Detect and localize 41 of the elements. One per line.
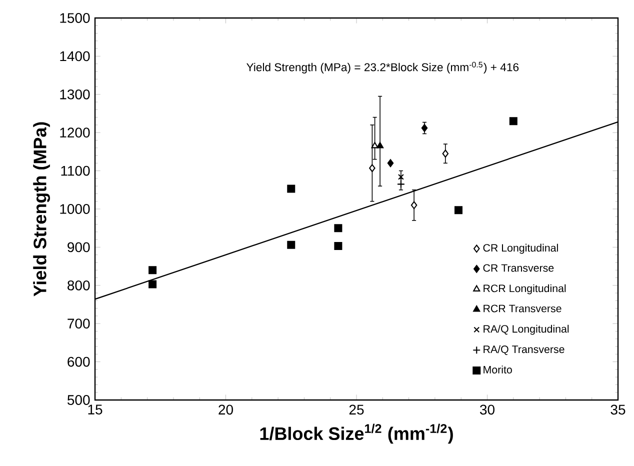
point <box>421 124 428 132</box>
point <box>287 184 296 193</box>
point <box>442 150 449 158</box>
x-tick-label: 20 <box>218 404 233 415</box>
x-tick-label: 15 <box>88 404 102 414</box>
x-tick-label: 30 <box>480 404 494 415</box>
y-tick-label: 1500 <box>60 13 90 23</box>
y-tick-label: 800 <box>68 280 90 290</box>
legend-label: RA/Q Transverse <box>484 345 564 355</box>
legend-label: CR Longitudinal <box>483 244 558 254</box>
point <box>148 280 157 288</box>
point <box>287 240 296 249</box>
y-tick-label: 600 <box>68 356 90 367</box>
legend-label: Morito <box>484 366 512 374</box>
point <box>371 142 378 148</box>
x-tick-label: 35 <box>610 404 626 415</box>
legend-label: CR Transverse <box>483 264 554 272</box>
annotation: Yield Strength (MPa) = 23.2*Block Size (mm$^{-0.5}$) + 416 <box>246 62 519 74</box>
y-tick-label: 700 <box>68 318 90 329</box>
legend-label: RA/Q Longitudinal <box>484 324 569 335</box>
y-tick-label: 1200 <box>60 128 90 138</box>
y-tick-label: 1100 <box>61 166 90 176</box>
point <box>148 266 157 274</box>
y-tick-label: 1400 <box>60 51 90 62</box>
y-tick-label: 900 <box>68 242 90 252</box>
x-tick-label: 25 <box>349 404 364 415</box>
legend-label: RCR Longitudinal <box>484 284 566 294</box>
point <box>509 117 518 126</box>
y-tick-label: 1300 <box>60 89 90 100</box>
point <box>410 201 418 210</box>
point <box>334 224 342 232</box>
point <box>454 206 462 214</box>
x-axis-title: 1/Block Size$^{1/2}$ (mm$^{-1/2}$) <box>260 424 453 444</box>
point <box>387 159 394 168</box>
y-axis-title: Yield Strength (MPa) <box>33 122 50 296</box>
point <box>376 142 384 148</box>
y-tick-label: 500 <box>68 395 90 405</box>
point <box>334 242 342 250</box>
legend-label: RCR Transverse <box>484 304 562 312</box>
y-tick-label: 1000 <box>60 204 90 214</box>
point <box>369 164 376 172</box>
